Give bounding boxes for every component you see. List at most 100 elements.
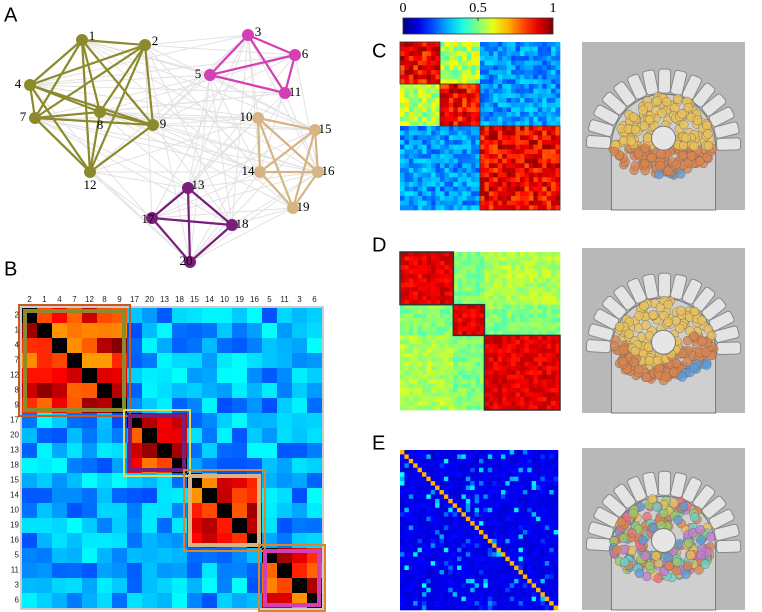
community-edge xyxy=(283,54,297,94)
matrix-cell xyxy=(408,383,414,389)
matrix-cell xyxy=(471,168,476,173)
matrix-cell xyxy=(422,107,427,113)
matrix-cell xyxy=(497,260,503,266)
matrix-cell xyxy=(544,605,550,611)
matrix-cell xyxy=(452,463,458,469)
matrix-cell xyxy=(546,135,552,141)
matrix-cell xyxy=(484,51,490,57)
matrix-cell xyxy=(511,370,516,376)
matrix-cell xyxy=(127,503,142,518)
matrix-cell xyxy=(520,309,525,314)
matrix-cell xyxy=(542,379,547,384)
matrix-cell xyxy=(453,88,459,94)
matrix-cell xyxy=(444,309,450,314)
matrix-cell xyxy=(404,503,410,509)
cell xyxy=(663,166,673,176)
matrix-cell xyxy=(551,357,556,363)
matrix-cell xyxy=(462,51,467,57)
matrix-cell xyxy=(435,93,441,99)
matrix-cell xyxy=(497,51,503,57)
block-outline xyxy=(188,474,261,547)
matrix-cell xyxy=(440,317,445,323)
matrix-cell xyxy=(440,260,445,266)
matrix-cell xyxy=(431,205,436,211)
matrix-cell xyxy=(506,335,512,341)
matrix-cell xyxy=(457,516,462,522)
matrix-cell xyxy=(506,291,512,297)
matrix-cell xyxy=(465,556,471,562)
matrix-cell xyxy=(417,476,423,482)
matrix-cell xyxy=(471,370,476,376)
matrix-cell xyxy=(421,494,427,500)
matrix-cell xyxy=(471,291,476,297)
matrix-cell xyxy=(483,561,489,566)
matrix-cell xyxy=(435,121,441,127)
matrix-cell xyxy=(537,348,543,354)
matrix-cell xyxy=(514,481,519,486)
matrix-cell xyxy=(413,467,418,473)
matrix-cell xyxy=(404,450,410,455)
matrix-cell xyxy=(536,476,541,482)
matrix-cell xyxy=(555,335,561,341)
matrix-cell xyxy=(537,331,543,336)
matrix-cell xyxy=(404,205,410,211)
matrix-cell xyxy=(551,300,556,305)
matrix-cell xyxy=(413,317,419,323)
matrix-cell xyxy=(457,454,462,460)
matrix-cell xyxy=(404,256,410,262)
matrix-cell xyxy=(487,498,493,504)
matrix-cell xyxy=(408,498,414,504)
matrix-cell xyxy=(484,370,490,376)
chamber-wall xyxy=(613,285,637,311)
matrix-cell xyxy=(466,374,472,380)
matrix-cell xyxy=(452,454,458,460)
matrix-cell xyxy=(470,463,475,469)
matrix-cell xyxy=(509,565,515,571)
matrix-cell xyxy=(551,309,556,314)
matrix-cell xyxy=(500,507,506,513)
matrix-cell xyxy=(400,552,405,557)
matrix-cell xyxy=(551,326,556,332)
matrix-cell xyxy=(520,144,525,150)
matrix-cell xyxy=(462,79,467,85)
matrix-cell xyxy=(417,196,423,201)
matrix-cell xyxy=(400,260,405,266)
matrix-cell xyxy=(484,357,490,363)
matrix-cell xyxy=(527,574,532,580)
matrix-cell xyxy=(542,374,547,380)
matrix-cell xyxy=(483,450,489,455)
matrix-cell xyxy=(417,93,423,99)
matrix-cell xyxy=(426,269,432,275)
matrix-cell xyxy=(307,383,322,398)
matrix-cell xyxy=(522,463,528,469)
matrix-cell xyxy=(400,154,405,159)
matrix-cell xyxy=(461,463,467,469)
matrix-cell xyxy=(493,370,499,376)
matrix-cell xyxy=(417,326,423,332)
matrix-cell xyxy=(465,565,471,571)
matrix-cell xyxy=(439,538,445,544)
matrix-cell xyxy=(417,60,423,66)
matrix-cell xyxy=(549,476,554,482)
matrix-cell xyxy=(527,601,532,606)
matrix-cell xyxy=(277,398,292,413)
matrix-cell xyxy=(484,84,490,89)
matrix-cell xyxy=(518,490,524,495)
matrix-cell xyxy=(524,339,530,345)
matrix-cell xyxy=(551,256,556,262)
matrix-cell xyxy=(426,88,432,94)
matrix-cell xyxy=(466,396,472,402)
matrix-cell xyxy=(422,46,427,52)
matrix-cell xyxy=(551,74,556,80)
matrix-cell xyxy=(448,144,454,150)
matrix-cell xyxy=(533,304,539,310)
matrix-cell xyxy=(408,291,414,297)
matrix-cell xyxy=(413,102,419,108)
matrix-cell xyxy=(555,256,561,262)
matrix-cell xyxy=(413,547,418,553)
matrix-cell xyxy=(37,488,52,503)
matrix-cell xyxy=(522,485,528,491)
matrix-cell xyxy=(400,547,405,553)
matrix-cell xyxy=(511,163,516,169)
matrix-cell xyxy=(422,388,427,393)
